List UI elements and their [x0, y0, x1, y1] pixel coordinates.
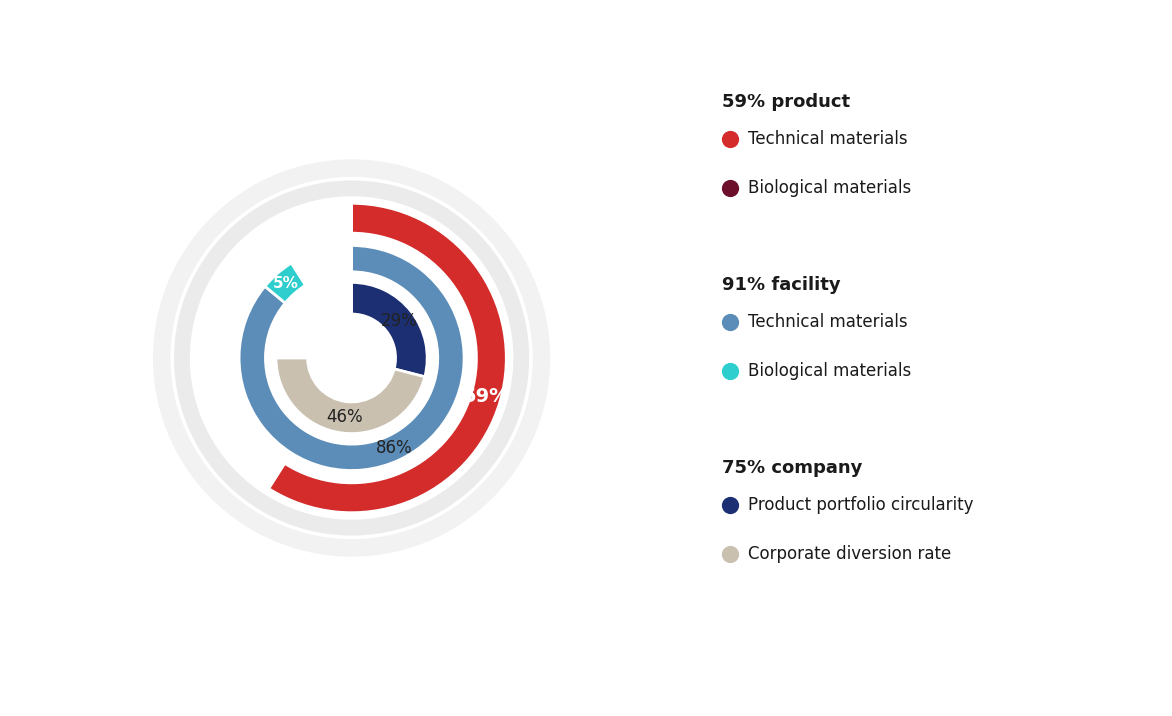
Wedge shape	[239, 246, 464, 470]
Text: Biological materials: Biological materials	[748, 362, 911, 380]
Text: Product portfolio circularity: Product portfolio circularity	[748, 496, 973, 514]
Wedge shape	[152, 160, 550, 556]
Wedge shape	[277, 358, 424, 434]
Point	[721, 183, 740, 194]
Point	[721, 500, 740, 511]
Text: 46%: 46%	[326, 408, 362, 426]
Text: 29%: 29%	[381, 312, 417, 330]
Text: Technical materials: Technical materials	[748, 130, 907, 148]
Text: 5%: 5%	[273, 276, 299, 291]
Wedge shape	[352, 282, 427, 377]
Text: 86%: 86%	[375, 439, 413, 457]
Text: Corporate diversion rate: Corporate diversion rate	[748, 545, 950, 563]
Wedge shape	[265, 263, 306, 303]
Text: 75% company: 75% company	[722, 459, 863, 477]
Text: 59% product: 59% product	[722, 93, 850, 111]
Wedge shape	[268, 203, 506, 513]
Point	[721, 316, 740, 328]
Point	[721, 134, 740, 145]
Text: Technical materials: Technical materials	[748, 314, 907, 332]
Wedge shape	[173, 180, 529, 536]
Text: 91% facility: 91% facility	[722, 276, 840, 294]
Point	[721, 548, 740, 560]
Text: Biological materials: Biological materials	[748, 179, 911, 197]
Text: 59%: 59%	[463, 387, 509, 407]
Point	[721, 365, 740, 377]
